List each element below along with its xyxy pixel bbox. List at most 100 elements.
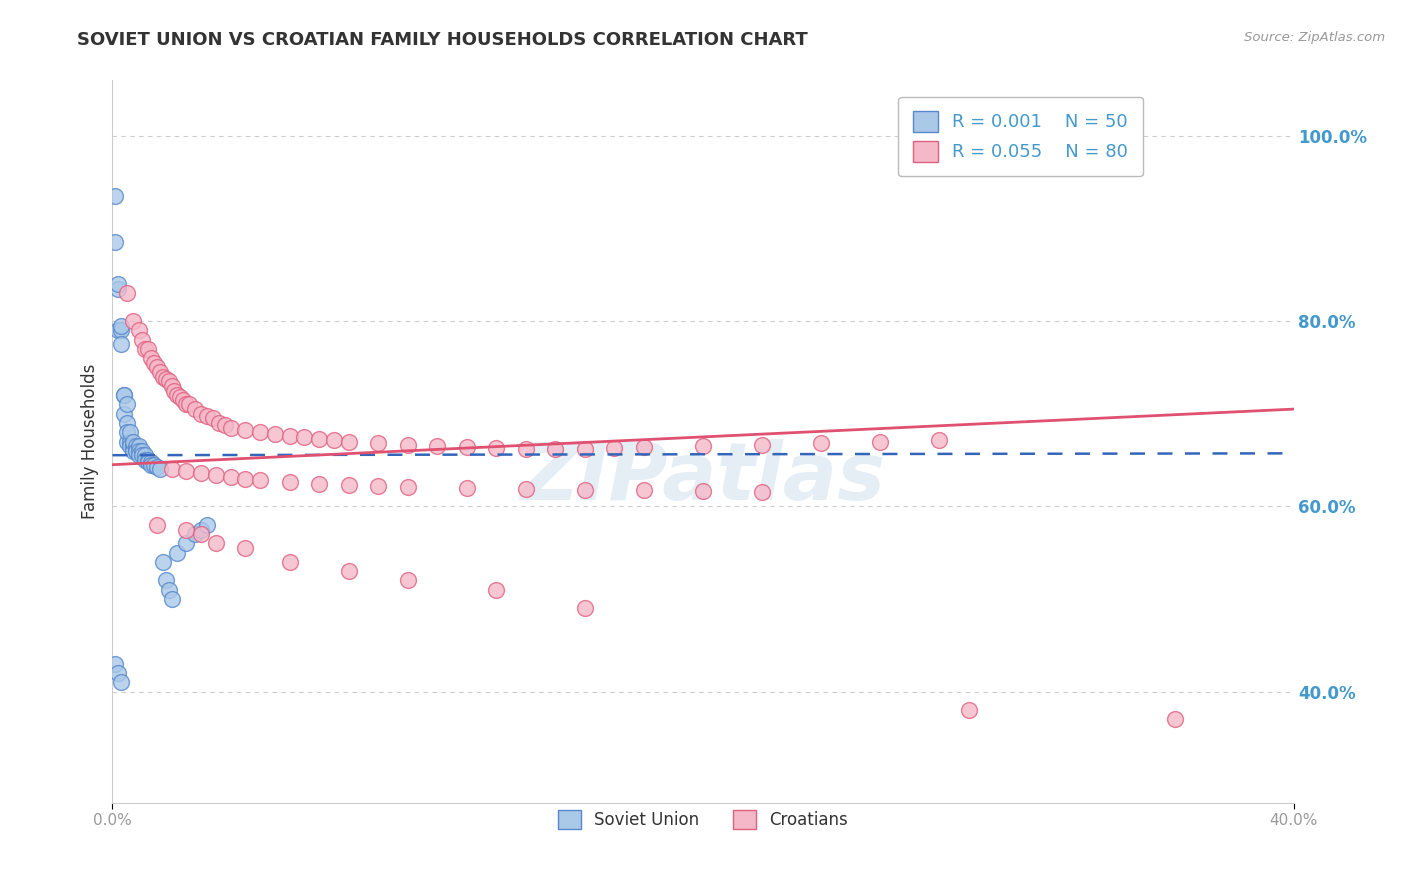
Point bbox=[201, 411, 224, 425]
Point bbox=[128, 449, 150, 463]
Point bbox=[136, 342, 159, 356]
Point bbox=[110, 675, 132, 690]
Y-axis label: Family Households: Family Households bbox=[80, 364, 98, 519]
Point bbox=[249, 474, 271, 488]
Point bbox=[131, 333, 153, 347]
Point bbox=[179, 397, 201, 411]
Point bbox=[136, 453, 159, 467]
Point bbox=[142, 458, 165, 472]
Point bbox=[214, 417, 236, 432]
Point bbox=[142, 356, 165, 370]
Point bbox=[249, 425, 271, 440]
Point bbox=[869, 434, 891, 449]
Point bbox=[134, 342, 156, 356]
Point bbox=[160, 462, 183, 476]
Point bbox=[1164, 713, 1187, 727]
Point bbox=[107, 277, 129, 291]
Point bbox=[157, 375, 180, 389]
Point bbox=[396, 574, 419, 588]
Point bbox=[174, 397, 197, 411]
Point bbox=[208, 416, 231, 430]
Point bbox=[515, 442, 537, 456]
Point bbox=[110, 323, 132, 337]
Point bbox=[149, 365, 172, 379]
Point bbox=[120, 425, 142, 440]
Text: ZIPatlas: ZIPatlas bbox=[520, 439, 886, 516]
Point bbox=[139, 351, 162, 366]
Point bbox=[278, 475, 301, 490]
Text: SOVIET UNION VS CROATIAN FAMILY HOUSEHOLDS CORRELATION CHART: SOVIET UNION VS CROATIAN FAMILY HOUSEHOL… bbox=[77, 31, 808, 49]
Point bbox=[122, 314, 145, 328]
Point bbox=[139, 458, 162, 472]
Point bbox=[166, 546, 188, 560]
Point bbox=[110, 318, 132, 333]
Point bbox=[174, 536, 197, 550]
Point bbox=[278, 555, 301, 569]
Point bbox=[308, 432, 330, 446]
Point bbox=[692, 439, 714, 453]
Point bbox=[278, 429, 301, 443]
Point bbox=[104, 657, 127, 671]
Point bbox=[146, 360, 169, 375]
Point bbox=[426, 439, 449, 453]
Point bbox=[120, 434, 142, 449]
Point bbox=[134, 453, 156, 467]
Point bbox=[367, 479, 389, 493]
Point bbox=[107, 666, 129, 681]
Point bbox=[957, 703, 980, 717]
Point bbox=[172, 392, 194, 407]
Point bbox=[396, 480, 419, 494]
Text: Source: ZipAtlas.com: Source: ZipAtlas.com bbox=[1244, 31, 1385, 45]
Point bbox=[117, 425, 138, 440]
Point bbox=[633, 483, 655, 497]
Point bbox=[107, 323, 129, 337]
Point bbox=[219, 469, 242, 483]
Point bbox=[485, 441, 508, 455]
Point bbox=[337, 564, 360, 578]
Point bbox=[131, 443, 153, 458]
Point bbox=[128, 439, 150, 453]
Point bbox=[574, 483, 596, 497]
Point bbox=[190, 466, 212, 480]
Legend: Soviet Union, Croatians: Soviet Union, Croatians bbox=[550, 802, 856, 838]
Point bbox=[117, 416, 138, 430]
Point bbox=[184, 402, 207, 417]
Point bbox=[396, 438, 419, 452]
Point bbox=[205, 467, 228, 482]
Point bbox=[155, 371, 177, 385]
Point bbox=[160, 379, 183, 393]
Point bbox=[485, 582, 508, 597]
Point bbox=[367, 436, 389, 450]
Point bbox=[190, 523, 212, 537]
Point bbox=[264, 427, 287, 442]
Point bbox=[146, 460, 169, 475]
Point bbox=[125, 443, 148, 458]
Point bbox=[169, 390, 191, 404]
Point bbox=[323, 433, 346, 447]
Point bbox=[122, 434, 145, 449]
Point bbox=[233, 541, 256, 555]
Point bbox=[110, 337, 132, 351]
Point bbox=[184, 527, 207, 541]
Point bbox=[456, 481, 478, 495]
Point bbox=[751, 438, 773, 452]
Point bbox=[195, 517, 218, 532]
Point bbox=[134, 449, 156, 463]
Point bbox=[128, 323, 150, 337]
Point bbox=[112, 407, 135, 421]
Point bbox=[574, 442, 596, 456]
Point bbox=[155, 574, 177, 588]
Point bbox=[337, 434, 360, 449]
Point bbox=[107, 282, 129, 296]
Point bbox=[104, 235, 127, 250]
Point bbox=[195, 409, 218, 423]
Point bbox=[544, 442, 567, 456]
Point bbox=[117, 434, 138, 449]
Point bbox=[692, 483, 714, 498]
Point bbox=[166, 388, 188, 402]
Point bbox=[149, 462, 172, 476]
Point bbox=[120, 439, 142, 453]
Point bbox=[810, 436, 832, 450]
Point bbox=[292, 430, 315, 444]
Point bbox=[233, 472, 256, 486]
